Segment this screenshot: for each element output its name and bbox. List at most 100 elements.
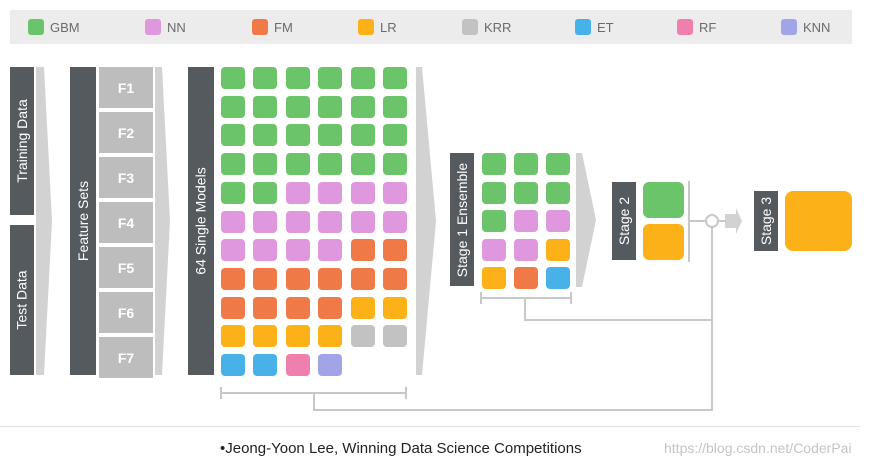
feature-set-f1: F1 [99, 67, 153, 108]
training-data-label: Training Data [10, 67, 34, 215]
watermark: https://blog.csdn.net/CoderPai [664, 440, 852, 456]
legend-swatch [358, 19, 374, 35]
stage1-cell-gbm [482, 181, 506, 204]
model-cell-gbm [221, 95, 245, 118]
model-cell-lr [383, 296, 407, 319]
model-cell-fm [350, 267, 375, 290]
model-cell-nn [383, 210, 407, 233]
legend-item-nn: NN [145, 10, 186, 44]
model-cell-fm [318, 267, 343, 290]
caption: •Jeong-Yoon Lee, Winning Data Science Co… [220, 440, 582, 457]
model-cell-gbm [285, 67, 310, 89]
model-cell-nn [350, 181, 375, 204]
stage2-label: Stage 2 [612, 182, 636, 260]
model-cell-gbm [253, 67, 278, 89]
model-cell-gbm [350, 67, 375, 89]
model-cell-et [253, 354, 278, 376]
legend-swatch [781, 19, 797, 35]
stage1-cell-gbm [482, 153, 506, 175]
stage1-label: Stage 1 Ensemble [450, 153, 474, 286]
model-cell-gbm [221, 67, 245, 89]
stage1-cell-nn [514, 210, 538, 232]
model-cell-gbm [285, 124, 310, 147]
model-cell-fm [318, 296, 343, 319]
model-cell-gbm [285, 153, 310, 176]
model-cell-fm [350, 239, 375, 262]
arrow-data-to-features [36, 67, 52, 375]
model-cell-krr [350, 325, 375, 348]
model-cell-gbm [318, 95, 343, 118]
model-cell-knn [318, 354, 343, 376]
model-cell-gbm [253, 181, 278, 204]
stage3-cell-lr [785, 191, 852, 251]
stage1-cell-gbm [482, 210, 506, 232]
model-cell-gbm [221, 181, 245, 204]
model-cell-gbm [221, 153, 245, 176]
model-cell-lr [350, 296, 375, 319]
stage1-cell-nn [482, 238, 506, 261]
model-cell-nn [383, 181, 407, 204]
model-cell-gbm [350, 124, 375, 147]
model-cell-fm [253, 267, 278, 290]
feature-set-f6: F6 [99, 292, 153, 333]
legend-label: KRR [484, 19, 512, 35]
legend-item-lr: LR [358, 10, 397, 44]
stage1-cell-lr [482, 267, 506, 289]
arrow-stage1-to-stage2 [576, 153, 596, 287]
model-cell-nn [318, 239, 343, 262]
legend-swatch [145, 19, 161, 35]
arrow-models-to-stage1 [416, 67, 436, 375]
model-cell-et [221, 354, 245, 376]
model-cell-nn [285, 181, 310, 204]
stage2-cell-lr [643, 224, 684, 260]
stage1-cell-lr [546, 238, 570, 261]
model-cell-gbm [350, 95, 375, 118]
legend-label: FM [274, 19, 293, 35]
feature-set-f5: F5 [99, 247, 153, 288]
model-cell-gbm [383, 95, 407, 118]
stage3-label: Stage 3 [754, 191, 778, 251]
model-cell-nn [253, 239, 278, 262]
legend-item-et: ET [575, 10, 614, 44]
legend-item-rf: RF [677, 10, 716, 44]
legend-swatch [252, 19, 268, 35]
merge-node [705, 214, 719, 228]
stage1-cell-gbm [546, 181, 570, 204]
model-cell-gbm [285, 95, 310, 118]
model-cell-nn [318, 210, 343, 233]
legend-item-knn: KNN [781, 10, 830, 44]
model-cell-lr [253, 325, 278, 348]
model-cell-gbm [221, 124, 245, 147]
arrow-features-to-models [155, 67, 170, 375]
stage1-cell-gbm [514, 181, 538, 204]
model-cell-fm [221, 267, 245, 290]
legend-item-fm: FM [252, 10, 293, 44]
feature-set-f4: F4 [99, 202, 153, 243]
model-cell-fm [221, 296, 245, 319]
model-cell-krr [383, 325, 407, 348]
feature-set-f3: F3 [99, 157, 153, 198]
legend-swatch [462, 19, 478, 35]
model-cell-nn [285, 210, 310, 233]
model-cell-gbm [383, 124, 407, 147]
model-cell-nn [253, 210, 278, 233]
model-cell-nn [350, 210, 375, 233]
stage1-cell-gbm [546, 153, 570, 175]
model-cell-gbm [318, 124, 343, 147]
test-data-label: Test Data [10, 225, 34, 375]
legend-label: KNN [803, 19, 831, 35]
legend-label: NN [167, 19, 186, 35]
legend-label: LR [380, 19, 397, 35]
model-cell-nn [221, 239, 245, 262]
stage2-cell-gbm [643, 182, 684, 218]
model-cell-gbm [253, 95, 278, 118]
model-cell-nn [285, 239, 310, 262]
model-cell-lr [221, 325, 245, 348]
legend-swatch [28, 19, 44, 35]
skip-line-stage1 [524, 298, 712, 321]
stage1-cell-nn [546, 210, 570, 232]
model-cell-gbm [318, 153, 343, 176]
model-cell-fm [383, 239, 407, 262]
model-cell-gbm [350, 153, 375, 176]
